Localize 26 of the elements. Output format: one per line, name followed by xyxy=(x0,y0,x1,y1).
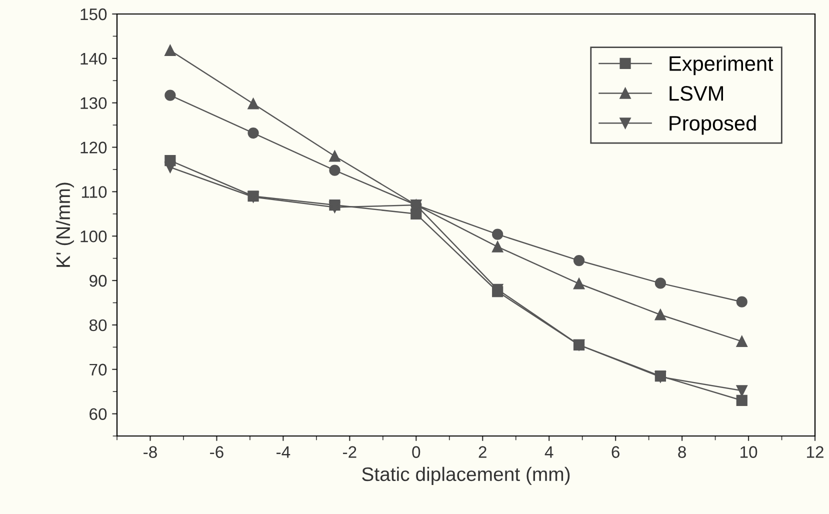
x-tick-label: 10 xyxy=(740,446,758,458)
y-tick-label: 80 xyxy=(89,319,107,332)
y-tick-label: 140 xyxy=(80,52,107,65)
x-tick-label: 0 xyxy=(412,446,420,458)
y-tick-label: 150 xyxy=(80,8,107,20)
x-tick-label: -4 xyxy=(276,446,290,458)
y-tick-label: 120 xyxy=(80,142,107,154)
y-axis-title: K' (N/mm) xyxy=(56,182,74,267)
x-tick-label: 4 xyxy=(544,446,554,458)
legend-label: Experiment xyxy=(670,56,774,76)
x-tick-label: -8 xyxy=(144,446,157,458)
y-tick-label: 130 xyxy=(80,97,107,110)
legend-label: Proposed xyxy=(670,115,756,135)
x-axis-title: Static diplacement (mm) xyxy=(362,466,570,485)
y-tick-label: 60 xyxy=(90,408,107,420)
x-tick-label: -6 xyxy=(210,446,224,458)
y-tick-label: 110 xyxy=(82,186,107,198)
y-tick-label: 90 xyxy=(90,274,107,287)
x-tick-label: 6 xyxy=(612,446,620,458)
x-tick-label: 12 xyxy=(807,446,824,458)
x-tick-label: -2 xyxy=(342,446,356,458)
x-tick-label: 2 xyxy=(478,446,486,458)
y-tick-label: 70 xyxy=(90,364,107,376)
legend-label: LSVM xyxy=(670,86,723,101)
x-tick-label: 8 xyxy=(678,446,686,458)
y-tick-label: 100 xyxy=(80,230,107,242)
